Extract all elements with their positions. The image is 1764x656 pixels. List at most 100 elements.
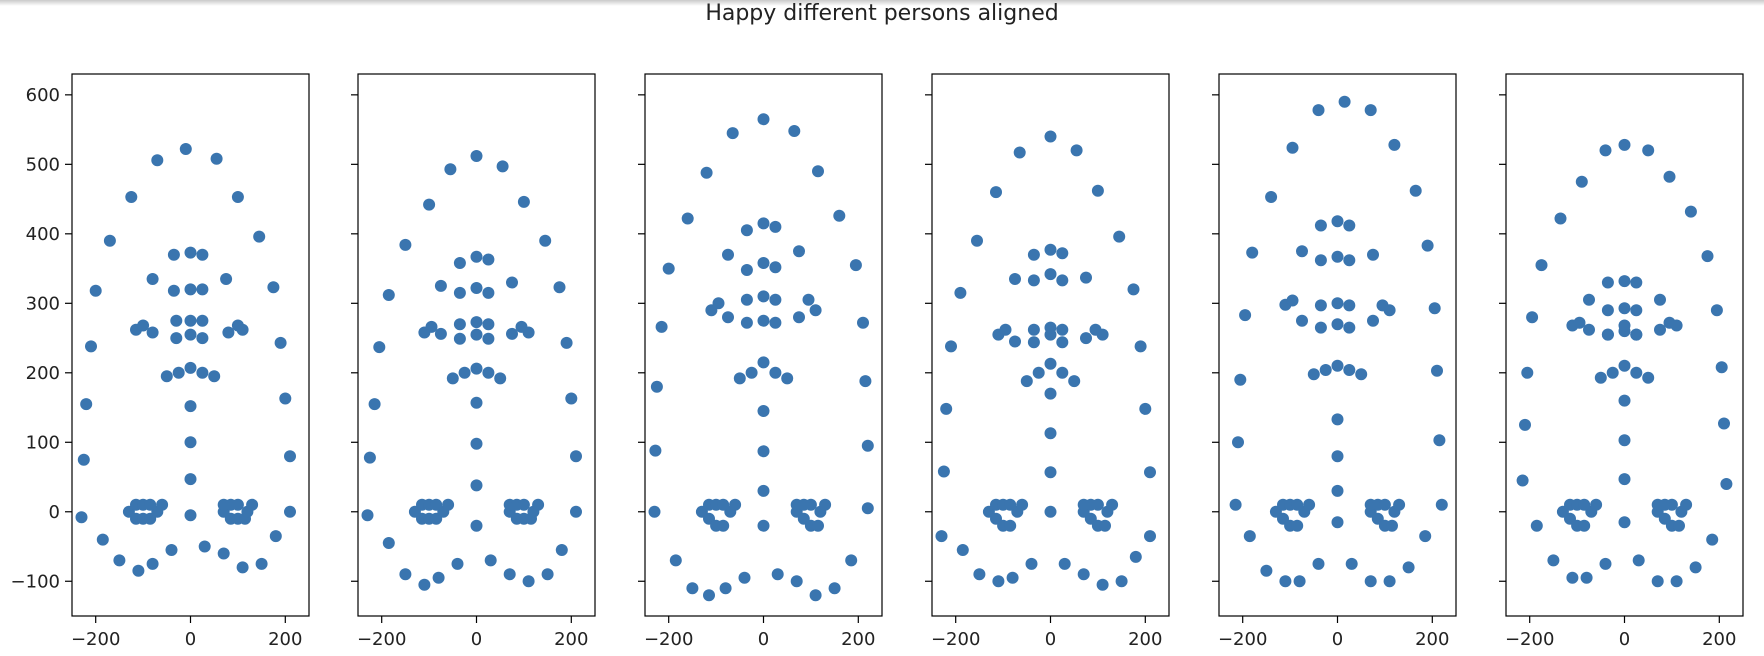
data-point xyxy=(156,498,169,511)
data-point xyxy=(208,370,221,383)
x-tick-label: 0 xyxy=(185,629,196,650)
data-point xyxy=(1618,359,1631,372)
data-point xyxy=(1393,498,1406,511)
data-point xyxy=(89,284,102,297)
data-point xyxy=(453,257,466,269)
data-point xyxy=(255,557,268,570)
x-tick-label: 200 xyxy=(1702,629,1736,650)
data-point xyxy=(555,544,568,556)
data-point xyxy=(1599,557,1612,570)
data-point xyxy=(1027,336,1040,349)
data-point xyxy=(1684,205,1697,218)
data-point xyxy=(717,519,730,532)
data-point xyxy=(956,544,969,556)
data-point xyxy=(363,451,376,464)
data-point xyxy=(1234,373,1247,386)
data-point xyxy=(1718,417,1730,430)
data-point xyxy=(1044,243,1057,256)
data-point xyxy=(1355,368,1368,381)
data-point xyxy=(470,479,483,492)
data-point xyxy=(1343,219,1356,232)
data-point xyxy=(1710,304,1723,317)
data-point xyxy=(1127,283,1140,296)
data-point xyxy=(1345,557,1358,570)
data-point xyxy=(470,328,483,341)
data-point xyxy=(1680,498,1693,511)
data-point xyxy=(1314,299,1327,312)
data-point xyxy=(1367,248,1379,261)
y-tick-label: 500 xyxy=(26,154,60,175)
data-point xyxy=(1521,366,1534,379)
data-point xyxy=(196,248,209,261)
data-point xyxy=(1331,297,1344,310)
data-point xyxy=(1004,519,1017,532)
data-point xyxy=(1312,557,1325,570)
data-point xyxy=(167,284,180,297)
data-point xyxy=(570,450,582,463)
data-point xyxy=(236,323,249,336)
data-point xyxy=(470,519,483,532)
data-point xyxy=(1044,387,1057,400)
data-point xyxy=(269,530,282,543)
data-point xyxy=(1618,138,1631,151)
data-point xyxy=(1134,340,1147,353)
axes-frame-6 xyxy=(1505,73,1744,617)
data-point xyxy=(482,253,495,266)
data-point xyxy=(522,575,535,588)
data-point xyxy=(1720,478,1733,490)
data-point xyxy=(719,582,732,595)
data-point xyxy=(432,571,445,584)
data-point xyxy=(451,557,464,570)
data-point xyxy=(1296,245,1308,258)
data-point xyxy=(1291,519,1304,532)
data-point xyxy=(740,224,753,237)
data-point xyxy=(373,341,386,354)
data-point xyxy=(1383,575,1396,588)
data-point xyxy=(1343,321,1356,334)
data-point xyxy=(1331,450,1344,463)
data-point xyxy=(442,498,455,511)
data-point xyxy=(793,311,805,324)
data-point xyxy=(757,484,770,497)
data-point xyxy=(935,530,948,543)
data-point xyxy=(1099,519,1111,532)
data-point xyxy=(1006,571,1019,584)
x-tick-label: −200 xyxy=(931,629,980,650)
data-point xyxy=(1547,554,1560,567)
data-point xyxy=(496,160,509,173)
data-point xyxy=(1232,436,1244,449)
data-point xyxy=(1044,505,1057,518)
data-point xyxy=(494,372,507,385)
data-point xyxy=(1025,557,1038,570)
data-point xyxy=(231,191,244,203)
data-point xyxy=(1080,271,1092,284)
data-point xyxy=(184,283,197,296)
data-point xyxy=(85,340,97,353)
data-point xyxy=(1314,321,1327,334)
x-tick-label: 200 xyxy=(268,629,302,650)
data-point xyxy=(833,209,846,222)
data-point xyxy=(231,498,244,511)
data-point xyxy=(1402,561,1415,574)
data-point xyxy=(812,519,824,532)
data-point xyxy=(77,453,90,466)
data-point xyxy=(1575,175,1588,188)
x-tick-label: −200 xyxy=(644,629,693,650)
data-point xyxy=(1032,366,1045,379)
data-point xyxy=(517,498,530,511)
data-point xyxy=(1535,259,1548,272)
data-point xyxy=(1229,498,1242,511)
data-point xyxy=(1566,571,1579,584)
data-point xyxy=(1431,364,1443,377)
data-point xyxy=(769,366,782,379)
data-point xyxy=(809,304,822,317)
data-point xyxy=(781,372,794,385)
data-point xyxy=(1578,498,1591,511)
data-point xyxy=(1091,184,1104,197)
x-tick-label: 0 xyxy=(758,629,769,650)
data-point xyxy=(722,248,734,261)
data-point xyxy=(267,281,280,294)
data-point xyxy=(1056,323,1069,336)
data-point xyxy=(470,396,483,409)
